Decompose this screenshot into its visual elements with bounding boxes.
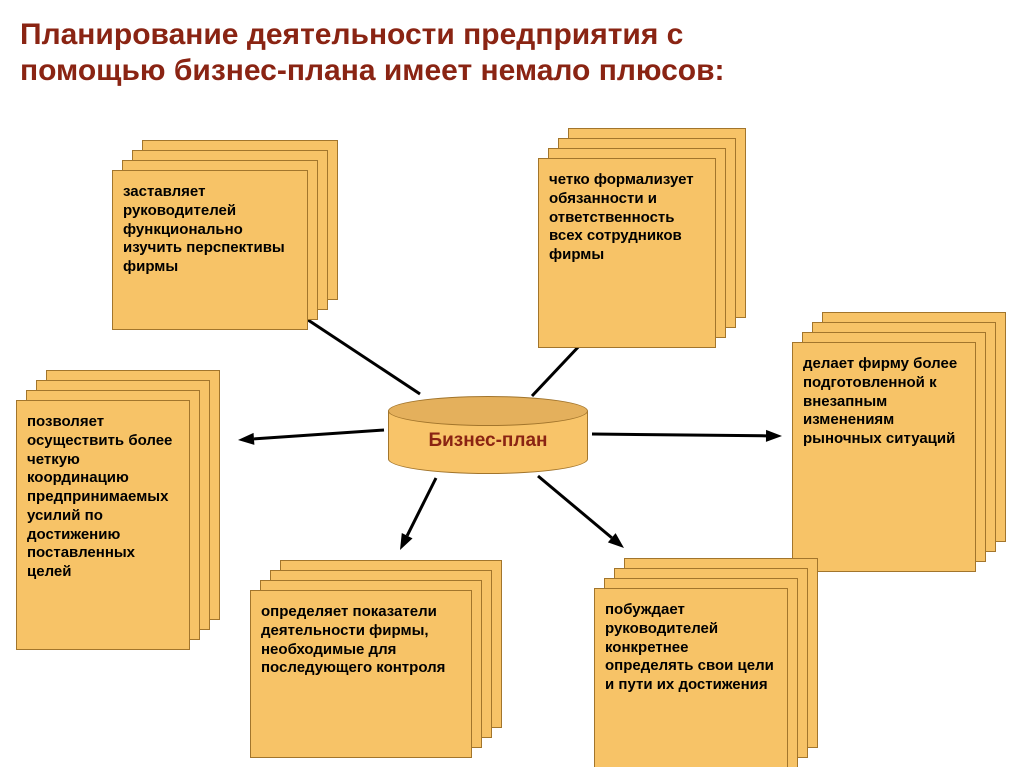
- page-title-line1: Планирование деятельности предприятия с: [20, 18, 683, 52]
- arrow-shaft-coordination: [254, 430, 384, 439]
- card-perspectives: заставляет руководителей функционально и…: [112, 140, 338, 330]
- card-motivate: побуждает руководителей конкретнее опред…: [594, 558, 818, 767]
- card-front: позволяет осуществить более четкую коорд…: [16, 400, 190, 650]
- card-front: заставляет руководителей функционально и…: [112, 170, 308, 330]
- arrow-head-prepared: [766, 430, 782, 442]
- card-front: определяет показатели деятельности фирмы…: [250, 590, 472, 758]
- center-label: Бизнес-план: [388, 430, 588, 452]
- arrow-head-motivate: [608, 533, 624, 548]
- card-front: четко формализует обязанности и ответств…: [538, 158, 716, 348]
- center-cylinder: Бизнес-план: [388, 396, 588, 474]
- arrow-head-indicators: [400, 533, 413, 550]
- arrow-shaft-prepared: [592, 434, 766, 436]
- card-formalize: четко формализует обязанности и ответств…: [538, 128, 746, 348]
- arrow-shaft-motivate: [538, 476, 612, 538]
- arrow-shaft-indicators: [407, 478, 436, 536]
- card-front: побуждает руководителей конкретнее опред…: [594, 588, 788, 767]
- card-front: делает фирму более подготовленной к внез…: [792, 342, 976, 572]
- page-title-line2: помощью бизнес-плана имеет немало плюсов…: [20, 54, 725, 88]
- card-coordination: позволяет осуществить более четкую коорд…: [16, 370, 220, 650]
- cylinder-top-ellipse: [388, 396, 588, 426]
- card-prepared: делает фирму более подготовленной к внез…: [792, 312, 1006, 572]
- diagram-canvas: { "title": { "line1": "Планирование деят…: [0, 0, 1024, 767]
- card-indicators: определяет показатели деятельности фирмы…: [250, 560, 502, 758]
- arrow-head-coordination: [238, 433, 254, 445]
